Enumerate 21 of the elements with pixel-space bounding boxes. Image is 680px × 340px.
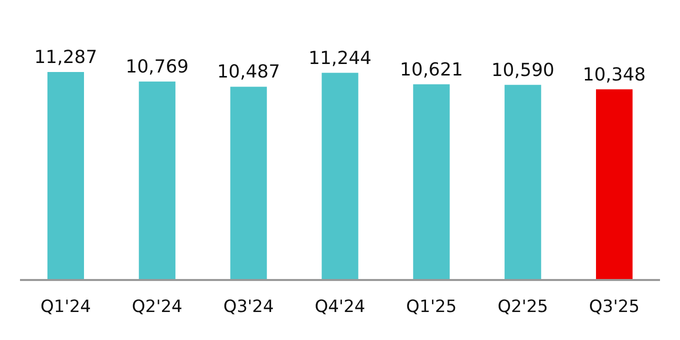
data-label: 11,287 [34, 47, 98, 68]
x-tick-label: Q2'25 [498, 297, 548, 317]
x-tick-label: Q1'25 [406, 297, 457, 317]
bar [322, 72, 358, 280]
bar [504, 84, 542, 280]
bar [413, 84, 450, 280]
x-tick-label: Q3'25 [589, 297, 640, 317]
data-label: 11,244 [308, 48, 372, 69]
data-label: 10,348 [582, 64, 646, 86]
data-label: 10,769 [126, 56, 189, 78]
data-label: 10,487 [217, 62, 280, 83]
x-tick-label: Q3'24 [223, 297, 274, 317]
data-label: 10,621 [400, 59, 463, 80]
bar [138, 82, 176, 280]
data-label: 10,590 [491, 60, 554, 81]
bar [596, 89, 633, 280]
bar [230, 86, 267, 280]
x-tick-label: Q2'24 [132, 297, 182, 317]
x-tick-label: Q4'24 [314, 297, 366, 317]
x-tick-label: Q1'24 [40, 297, 91, 317]
bar [47, 72, 84, 280]
